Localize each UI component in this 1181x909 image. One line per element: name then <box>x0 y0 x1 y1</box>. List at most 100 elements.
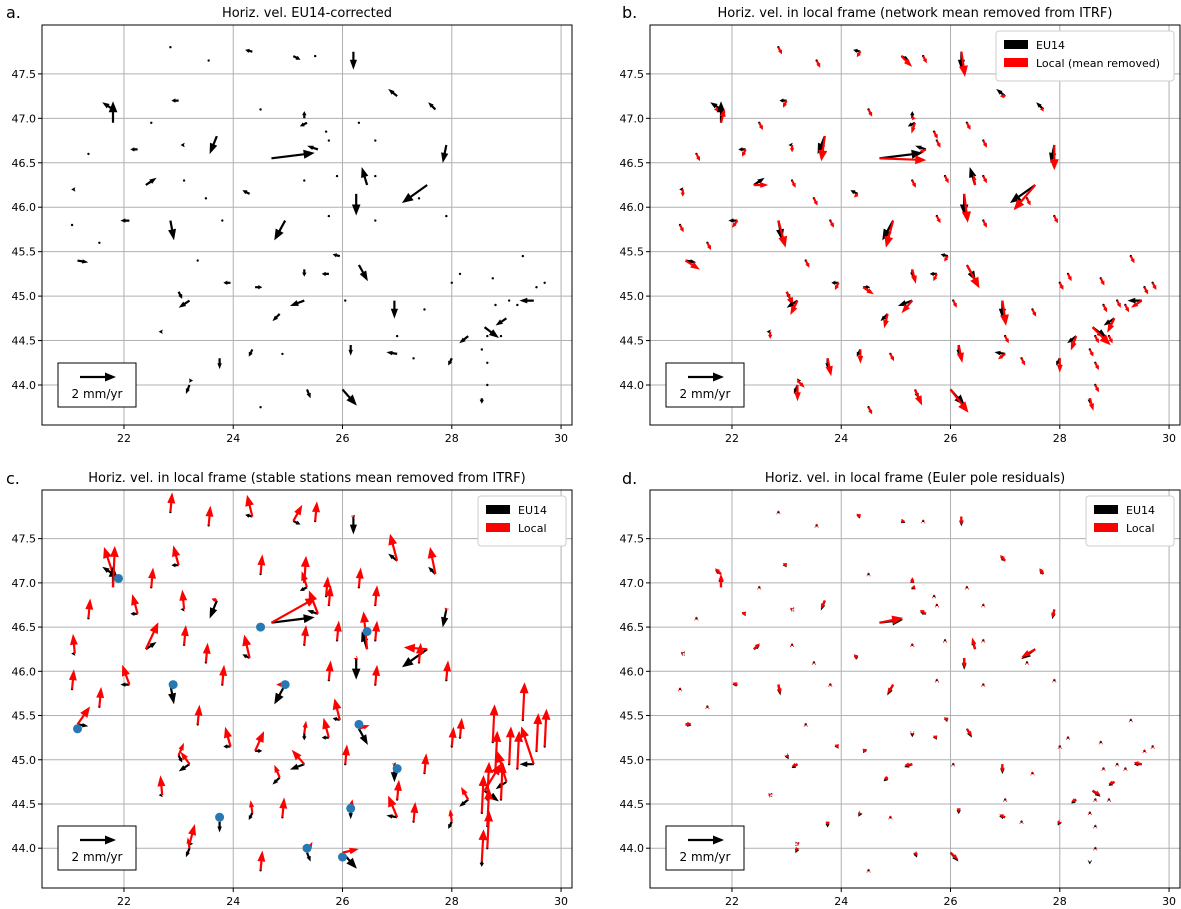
scale-key-box <box>57 825 137 871</box>
local-arrow <box>825 821 830 826</box>
x-tick-label: 24 <box>834 432 848 445</box>
eu14-arrow <box>321 271 329 277</box>
local-arrow <box>777 220 788 248</box>
eu14-arrow <box>940 253 949 258</box>
y-tick-label: 47.5 <box>12 533 37 546</box>
local-arrow <box>1000 764 1005 773</box>
eu14-point <box>480 348 484 351</box>
local-arrow <box>444 607 449 612</box>
local-arrow <box>388 795 399 818</box>
local-arrow <box>1020 357 1026 366</box>
scale-key-label: 2 mm/yr <box>680 387 731 401</box>
local-arrow <box>1101 766 1106 771</box>
x-tick-label: 26 <box>336 895 350 908</box>
local-arrow <box>910 731 915 736</box>
eu14-arrow <box>299 586 308 591</box>
local-arrow <box>1133 761 1142 766</box>
local-arrow <box>999 814 1006 819</box>
eu14-arrow <box>158 329 163 334</box>
eu14-point <box>87 152 90 156</box>
local-arrow <box>1123 766 1128 771</box>
axes-frame <box>41 24 573 426</box>
x-tick-label: 24 <box>834 895 848 908</box>
eu14-arrow <box>271 149 315 160</box>
eu14-arrow <box>738 147 746 152</box>
eu14-arrow <box>349 516 357 535</box>
eu14-arrow <box>255 285 263 290</box>
local-arrow <box>1030 771 1035 776</box>
y-tick-label: 44.0 <box>12 842 37 855</box>
local-arrow <box>388 533 399 561</box>
local-arrow <box>353 655 358 660</box>
local-arrow <box>292 504 303 522</box>
local-arrow <box>965 264 980 289</box>
panel-3: c. Horiz. vel. in local frame (stable sta… <box>6 469 573 908</box>
local-arrow <box>789 643 795 647</box>
local-arrow <box>962 658 967 669</box>
vector-layer <box>678 46 1157 415</box>
local-arrow <box>715 568 722 575</box>
eu14-arrow <box>448 357 453 366</box>
local-arrow <box>732 682 738 687</box>
local-arrow <box>858 810 863 815</box>
local-arrow <box>520 726 535 765</box>
local-arrow <box>1128 718 1133 723</box>
x-tick-label: 28 <box>1053 895 1067 908</box>
local-arrow <box>1102 304 1108 313</box>
local-arrow <box>249 800 255 813</box>
eu14-point <box>417 197 421 200</box>
local-arrow <box>677 687 683 692</box>
local-arrow <box>719 108 726 123</box>
local-arrow <box>811 660 817 665</box>
y-tick-label: 45.5 <box>12 710 37 723</box>
local-arrow <box>972 174 977 186</box>
local-arrow <box>879 615 904 625</box>
local-arrow <box>949 388 969 413</box>
local-arrow <box>478 775 488 813</box>
x-tick-label: 24 <box>226 432 240 445</box>
local-arrow <box>854 193 859 198</box>
local-arrow <box>325 585 334 606</box>
local-arrow <box>279 797 288 818</box>
panel-title: Horiz. vel. in local frame (network mean… <box>718 6 1113 21</box>
local-arrow <box>998 353 1006 360</box>
local-arrow <box>956 344 964 363</box>
y-tick-label: 46.5 <box>12 157 37 170</box>
local-arrow <box>1000 555 1006 562</box>
x-tick-label: 22 <box>725 895 739 908</box>
x-tick-label: 28 <box>1053 432 1067 445</box>
x-tick-label: 30 <box>1162 432 1176 445</box>
local-arrow <box>705 704 710 709</box>
y-tick-label: 46.5 <box>620 621 645 634</box>
local-arrow <box>177 742 184 756</box>
local-arrow <box>944 175 949 184</box>
local-arrow <box>257 850 266 871</box>
eu14-arrow <box>790 607 795 612</box>
local-arrow <box>999 93 1006 99</box>
local-arrow <box>934 603 940 608</box>
local-arrow <box>911 116 916 121</box>
eu14-arrow <box>441 144 449 163</box>
y-tick-label: 47.0 <box>12 112 37 125</box>
local-arrow <box>122 664 131 685</box>
eu14-point <box>516 303 519 307</box>
eu14-point <box>259 108 262 111</box>
local-arrow <box>920 610 927 615</box>
scale-key-label: 2 mm/yr <box>72 850 123 864</box>
local-arrow <box>1057 744 1062 749</box>
eu14-point <box>313 54 317 58</box>
eu14-arrow <box>272 776 281 785</box>
local-arrow <box>883 775 889 780</box>
local-arrow <box>680 189 685 197</box>
local-arrow <box>1108 780 1115 785</box>
eu14-point <box>450 281 453 284</box>
local-arrow <box>1024 660 1030 665</box>
local-arrow <box>1116 300 1121 308</box>
eu14-point <box>494 303 497 307</box>
local-arrow <box>1013 184 1036 211</box>
local-arrow <box>904 762 913 767</box>
local-arrow <box>949 851 959 860</box>
eu14-arrow <box>223 280 231 285</box>
stable-station-marker <box>280 680 290 690</box>
local-arrow <box>732 219 739 228</box>
